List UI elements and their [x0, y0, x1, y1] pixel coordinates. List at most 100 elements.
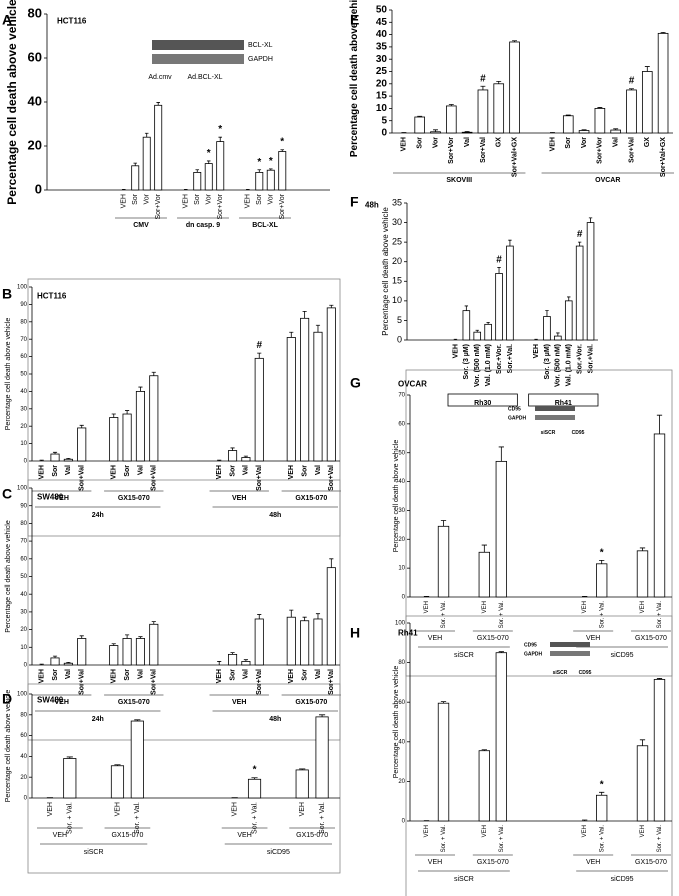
bar: [594, 108, 606, 134]
group-label: OVCAR: [595, 177, 620, 184]
error-bar: [329, 558, 334, 568]
error-bar: [497, 267, 501, 274]
x-tick-label: Sor: [417, 137, 424, 149]
blot-band: [535, 415, 575, 420]
x-tick-label: Sor+Val: [79, 669, 86, 695]
x-tick-label: VEH: [288, 465, 295, 479]
y-tick-label: 70: [20, 539, 27, 545]
error-bar: [151, 621, 156, 625]
bar: [50, 453, 60, 462]
bar: [586, 222, 595, 341]
panel-title: SW480: [37, 493, 64, 502]
x-tick-label: VEH: [183, 194, 190, 208]
error-bar: [613, 128, 619, 131]
bar: [478, 750, 490, 822]
bar: [653, 679, 666, 822]
x-tick-label: Sor+Val+GX: [660, 137, 667, 177]
error-bar: [52, 655, 58, 658]
group-label: VEH: [54, 495, 68, 502]
panel-label: C: [2, 485, 12, 501]
y-tick-label: 40: [398, 479, 405, 485]
bar: [204, 163, 213, 191]
blot-band: [550, 651, 590, 656]
group-label: SKOVIII: [446, 177, 472, 184]
error-bar: [289, 331, 294, 338]
error-bar: [481, 749, 487, 751]
y-tick-label: 80: [20, 521, 27, 527]
error-bar: [151, 371, 156, 376]
panel-label: G: [350, 374, 361, 390]
bar: [414, 116, 426, 134]
y-tick-label: 20: [20, 775, 27, 781]
group-label: GX15-070: [118, 495, 150, 502]
x-tick-label: Sor. (3 µM): [463, 344, 470, 380]
bar: [313, 618, 323, 666]
x-tick-label: Sor. + Val.: [67, 802, 74, 834]
x-tick-label: Val: [65, 465, 72, 475]
error-bar: [243, 455, 248, 458]
error-bar: [660, 31, 666, 34]
annotation: *: [269, 156, 273, 167]
y-tick-label: 0: [24, 663, 28, 669]
x-tick-label: Sor: [301, 669, 308, 681]
y-tick-label: 10: [20, 645, 27, 651]
bar: [484, 323, 492, 341]
bar: [657, 32, 669, 134]
blot-lane-label: Ad.BCL-XL: [187, 74, 222, 81]
error-bar: [206, 160, 211, 164]
supergroup-label: siCD95: [611, 876, 634, 883]
error-bar: [280, 149, 285, 152]
panel-label: E: [350, 11, 359, 27]
bar: [462, 310, 471, 341]
y-tick-label: 35: [392, 197, 402, 207]
y-tick-label: 40: [376, 29, 388, 40]
x-tick-label: Val: [137, 465, 144, 475]
error-bar: [464, 305, 469, 311]
error-bar: [111, 413, 116, 418]
y-tick-label: 60: [398, 421, 405, 427]
y-axis-label: Percentage cell death above vehicle: [5, 690, 12, 803]
error-bar: [508, 239, 512, 247]
bar: [554, 335, 562, 341]
y-tick-label: 80: [20, 319, 27, 325]
y-tick-label: 5: [381, 115, 387, 126]
bar: [122, 638, 132, 666]
y-tick-label: 5: [397, 315, 402, 325]
bar: [266, 169, 275, 191]
error-bar: [534, 338, 538, 340]
group-label: GX15-070: [296, 832, 328, 839]
bar: [122, 413, 132, 462]
error-bar: [496, 80, 502, 84]
y-tick-label: 50: [398, 450, 405, 456]
y-tick-label: 45: [376, 17, 388, 28]
x-tick-label: Sor+Vor: [597, 137, 604, 164]
bar: [596, 794, 608, 822]
y-tick-label: 0: [402, 595, 406, 601]
panel-title: 48h: [365, 201, 379, 210]
x-tick-label: Sor. + Val.: [657, 601, 663, 629]
x-tick-label: Sor+Val: [628, 137, 635, 163]
group-label: GX15-070: [118, 699, 150, 706]
group-label: GX15-070: [477, 635, 509, 642]
x-tick-label: Sor: [301, 465, 308, 477]
bar: [110, 765, 125, 799]
group-label: VEH: [53, 832, 67, 839]
supergroup-label: 24h: [92, 512, 104, 519]
error-bar: [183, 188, 188, 190]
blot-lane-label: CD95: [572, 430, 585, 436]
x-tick-label: Sor+Val: [151, 669, 158, 695]
x-tick-label: Sor+Vor: [279, 193, 286, 219]
group-label: BCL-XL: [252, 222, 278, 229]
y-tick-label: 40: [20, 754, 27, 760]
x-tick-label: VEH: [232, 802, 239, 816]
error-bar: [433, 129, 438, 132]
annotation: *: [600, 547, 604, 558]
y-tick-label: 50: [376, 5, 388, 16]
bar: [278, 151, 287, 191]
x-tick-label: Sor: [52, 669, 59, 681]
error-bar: [582, 596, 588, 597]
x-tick-label: Val: [65, 669, 72, 679]
error-bar: [52, 451, 58, 455]
x-tick-label: GX: [644, 137, 651, 147]
error-bar: [582, 819, 588, 821]
